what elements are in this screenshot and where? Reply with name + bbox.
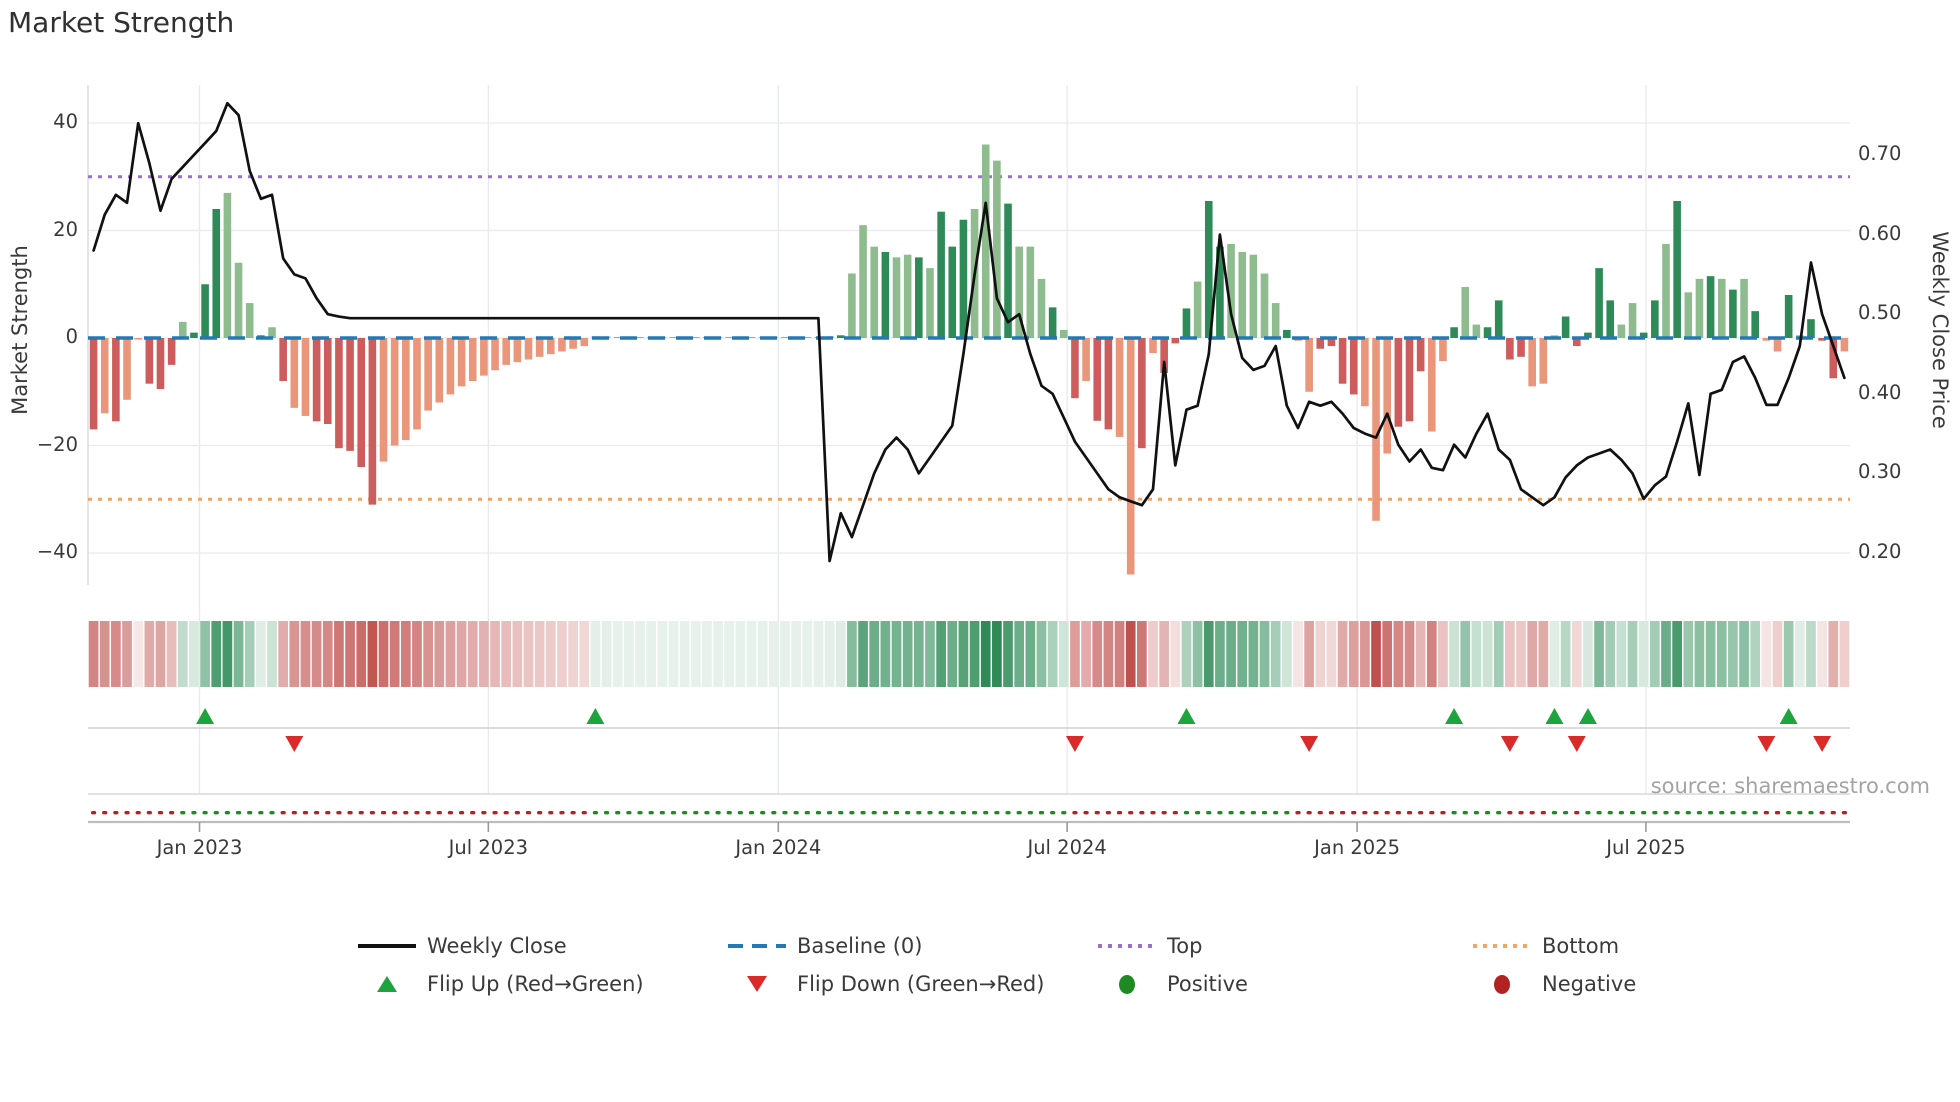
tick-label: Jul 2023 (448, 836, 529, 859)
tick-label: 40 (53, 110, 78, 133)
tick-label: Jan 2023 (156, 836, 243, 859)
chart-title: Market Strength (8, 6, 235, 39)
legend-item-top: Top (1098, 932, 1202, 960)
tick-label: −20 (36, 432, 78, 456)
source-credit: source: sharemaestro.com (1650, 774, 1930, 798)
tick-label: Jan 2024 (735, 836, 822, 859)
threshold-lines (88, 175, 1850, 501)
tick-label: 0.40 (1858, 380, 1902, 404)
dotted-line-orange-icon (1473, 944, 1531, 948)
legend-item-flip-down: Flip Down (Green→Red) (728, 970, 1044, 998)
tick-label: 0.70 (1858, 142, 1902, 165)
tick-label: 0.60 (1858, 221, 1902, 245)
legend-item-weekly-close: Weekly Close (358, 932, 567, 960)
tick-label: Jul 2025 (1606, 836, 1686, 859)
triangle-up-icon (358, 976, 416, 992)
flip-markers (196, 708, 1832, 752)
axis-lines (88, 727, 1850, 832)
heatmap-strip (88, 621, 1850, 687)
tick-label: −40 (36, 540, 78, 563)
sign-dot-row (90, 811, 1848, 815)
circle-green-icon (1098, 974, 1156, 994)
legend-item-bottom: Bottom (1473, 932, 1619, 960)
legend-item-flip-up: Flip Up (Red→Green) (358, 970, 644, 998)
legend-item-baseline: Baseline (0) (728, 932, 922, 960)
triangle-down-icon (728, 976, 786, 992)
tick-label: 20 (53, 217, 78, 241)
circle-red-icon (1473, 974, 1531, 994)
legend-item-negative: Negative (1473, 970, 1636, 998)
dashed-line-icon (728, 944, 786, 948)
tick-label: Jul 2024 (1027, 836, 1107, 859)
dotted-line-purple-icon (1098, 944, 1156, 948)
tick-label: 0.20 (1858, 540, 1902, 563)
tick-label: Jan 2025 (1314, 836, 1401, 859)
tick-label: 0 (65, 325, 78, 348)
price-line (92, 101, 1846, 563)
tick-label: 0.30 (1858, 460, 1902, 484)
strength-bars (89, 144, 1849, 575)
solid-line-icon (358, 944, 416, 948)
tick-label: 0.50 (1858, 301, 1902, 325)
legend-item-positive: Positive (1098, 970, 1248, 998)
